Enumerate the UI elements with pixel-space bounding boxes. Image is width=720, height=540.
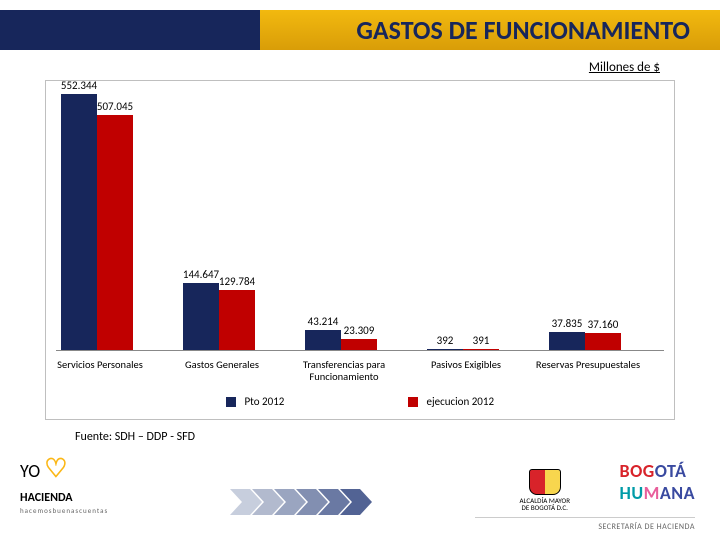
yo-hacienda-logo: YO ♡ HACIENDA hacemosbuenascuentas	[20, 452, 108, 515]
legend-swatch-ejec	[408, 397, 418, 407]
value-label: 129.784	[207, 275, 267, 288]
secretaria-label: SECRETARÍA DE HACIENDA	[475, 517, 695, 532]
legend-item-pto: Pto 2012	[226, 395, 284, 408]
category-label: Servicios Personales	[41, 359, 159, 371]
humana-a: HU	[619, 482, 643, 504]
legend-item-ejec: ejecucion 2012	[408, 395, 494, 408]
shield-icon	[529, 469, 561, 495]
humana-c: ANA	[660, 482, 695, 504]
hacienda-tag: hacemosbuenascuentas	[20, 506, 108, 515]
header-band-blue	[0, 10, 260, 50]
alcaldia-line2: DE BOGOTÁ D.C.	[520, 504, 571, 512]
chart-legend: Pto 2012 ejecucion 2012	[46, 391, 674, 411]
bar-pto	[183, 283, 219, 350]
humana-b: M	[644, 482, 660, 504]
bar-ejec	[341, 339, 377, 350]
x-axis	[56, 350, 664, 351]
bar-ejec	[585, 333, 621, 350]
bar-pto	[549, 332, 585, 350]
value-label: 37.160	[573, 318, 633, 331]
legend-label-pto: Pto 2012	[244, 395, 284, 408]
source-note: Fuente: SDH – DDP - SFD	[75, 430, 195, 444]
category-label: Reservas Presupuestales	[529, 359, 647, 371]
bar-pto	[61, 94, 97, 350]
value-label: 391	[451, 334, 511, 347]
chevrons-decor	[230, 489, 400, 515]
bar-ejec	[463, 349, 499, 350]
chart-units: Millones de $	[589, 60, 660, 75]
chart-plot-area: 552.344507.045144.647129.78443.21423.309…	[56, 91, 664, 351]
value-label: 507.045	[85, 100, 145, 113]
legend-label-ejec: ejecucion 2012	[426, 395, 494, 408]
yo-text: YO	[20, 460, 40, 482]
legend-swatch-pto	[226, 397, 236, 407]
bar-ejec	[219, 290, 255, 350]
bogota-humana-logo: BOGOTÁ HUMANA	[619, 460, 695, 504]
category-label: Gastos Generales	[163, 359, 281, 371]
category-label: Transferencias para Funcionamiento	[285, 359, 403, 383]
heart-icon: ♡	[44, 452, 67, 484]
bogota-a: BOG	[619, 460, 654, 482]
value-label: 23.309	[329, 324, 389, 337]
category-label: Pasivos Exigibles	[407, 359, 525, 371]
operating-expenses-chart: 552.344507.045144.647129.78443.21423.309…	[45, 80, 675, 420]
hacienda-text: HACIENDA	[20, 491, 73, 505]
bogota-b: OTÁ	[655, 460, 687, 482]
alcaldia-logo: ALCALDÍA MAYOR DE BOGOTÁ D.C.	[520, 469, 571, 512]
bar-ejec	[97, 115, 133, 350]
page-title: GASTOS DE FUNCIONAMIENTO	[356, 14, 690, 46]
bar-pto	[427, 349, 463, 350]
value-label: 552.344	[49, 79, 109, 92]
